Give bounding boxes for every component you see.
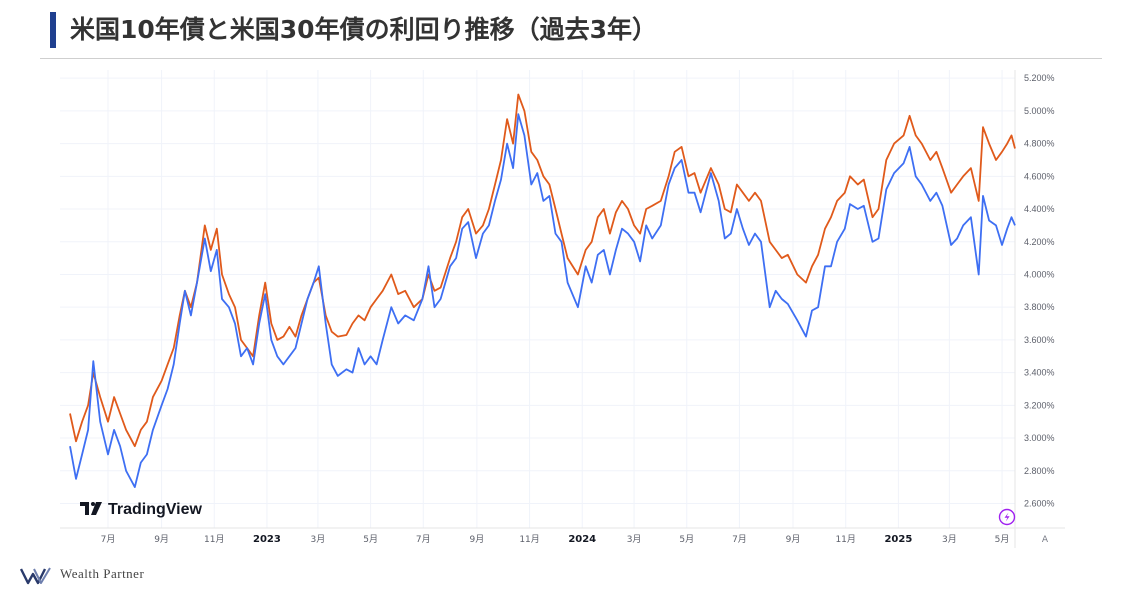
x-tick-label: 2024 <box>568 534 596 545</box>
tradingview-text: TradingView <box>108 501 203 518</box>
y-tick-label: 3.400% <box>1024 368 1055 378</box>
x-tick-label: 7月 <box>416 534 431 545</box>
wealth-partner-logo-icon <box>20 567 51 585</box>
price-axis: 2.600% 2.800% 3.000% 3.200% 3.400% 3.600% 3.80… <box>1024 73 1055 508</box>
auto-scale-label[interactable]: A <box>1042 535 1049 545</box>
lightning-icon[interactable] <box>998 508 1016 526</box>
yield-chart[interactable]: 2.600% 2.800% 3.000% 3.200% 3.400% 3.600% 3.80… <box>60 70 1065 548</box>
x-tick-label: 3月 <box>942 534 957 545</box>
y-tick-label: 3.800% <box>1024 302 1055 312</box>
x-tick-label: 7月 <box>732 534 747 545</box>
y-tick-label: 3.200% <box>1024 400 1055 410</box>
y-tick-label: 5.000% <box>1024 106 1055 116</box>
series-line-2 <box>69 113 1016 488</box>
y-tick-label: 2.800% <box>1024 466 1055 476</box>
y-tick-label: 5.200% <box>1024 73 1055 83</box>
y-tick-label: 3.600% <box>1024 335 1055 345</box>
x-tick-label: 2025 <box>884 534 912 545</box>
title-divider <box>40 58 1102 59</box>
x-tick-label: 3月 <box>627 534 642 545</box>
x-tick-label: 7月 <box>101 534 116 545</box>
x-tick-label: 2023 <box>253 534 281 545</box>
x-tick-label: 9月 <box>154 534 169 545</box>
x-tick-label: 11月 <box>204 534 224 545</box>
x-tick-label: 9月 <box>469 534 484 545</box>
tradingview-logo-icon <box>80 502 102 515</box>
chart-background <box>60 70 1065 548</box>
tradingview-watermark: TradingView <box>80 501 203 518</box>
y-tick-label: 4.200% <box>1024 237 1055 247</box>
page-title: 米国10年債と米国30年債の利回り推移（過去3年） <box>70 15 657 44</box>
x-tick-label: 9月 <box>786 534 801 545</box>
y-tick-label: 4.800% <box>1024 139 1055 149</box>
y-tick-label: 2.600% <box>1024 498 1055 508</box>
x-tick-label: 5月 <box>363 534 378 545</box>
x-tick-label: 5月 <box>679 534 694 545</box>
x-tick-label: 5月 <box>995 534 1010 545</box>
x-tick-label: 3月 <box>311 534 326 545</box>
chart-series <box>69 93 1016 488</box>
time-axis: 7月 9月 11月 2023 3月 5月 7月 9月 11月 2024 3月 5月 7月 9月 11月 202… <box>101 534 1010 545</box>
y-tick-label: 3.000% <box>1024 433 1055 443</box>
series-line-1 <box>69 93 1016 448</box>
y-tick-label: 4.400% <box>1024 204 1055 214</box>
footer-brand: Wealth Partner <box>60 566 145 581</box>
x-tick-label: 11月 <box>519 534 539 545</box>
title-accent-bar <box>50 12 56 48</box>
y-tick-label: 4.000% <box>1024 269 1055 279</box>
x-tick-label: 11月 <box>835 534 855 545</box>
y-tick-label: 4.600% <box>1024 171 1055 181</box>
